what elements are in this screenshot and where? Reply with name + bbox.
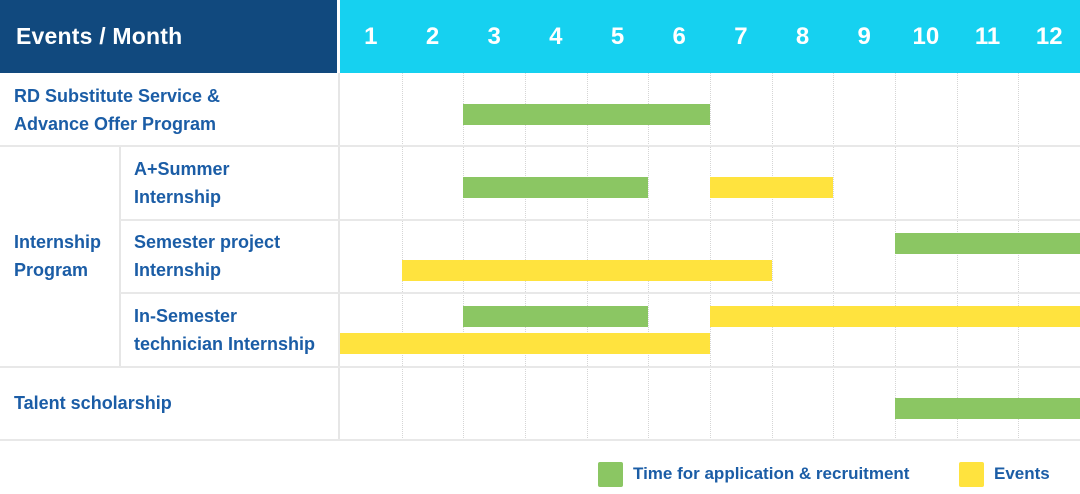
gantt-bar-application	[463, 104, 710, 125]
corner-header: Events / Month	[0, 0, 337, 73]
month-header-row: 1 2 3 4 5 6 7 8 9 10 11 12	[340, 0, 1080, 73]
row-label-line: Advance Offer Program	[14, 113, 217, 134]
gantt-bar-application	[895, 232, 1080, 254]
month-gridline	[463, 73, 465, 440]
month-label: 4	[549, 22, 563, 50]
month-label: 6	[672, 22, 686, 50]
row-divider	[0, 439, 1080, 441]
row-label-line: A+Summer	[134, 159, 230, 180]
legend-label-application-recruitment: Time for application & recruitment	[633, 464, 910, 483]
legend-swatch-application-recruitment	[598, 461, 623, 487]
month-label: 12	[1035, 22, 1063, 50]
legend-item-application: Time for application & recruitment	[598, 461, 909, 487]
row-label-line: Internship	[134, 260, 222, 281]
gantt-bar-application	[895, 397, 1080, 419]
row-divider	[0, 145, 1080, 148]
month-label: 2	[425, 22, 440, 50]
month-label: 5	[610, 22, 625, 50]
row-label-line: Internship	[134, 187, 222, 208]
corner-header-label: Events / Month	[16, 23, 183, 49]
month-gridline	[771, 73, 773, 440]
row-label: A+Summer Internship	[120, 146, 340, 219]
month-gridline	[956, 73, 958, 440]
row-divider	[120, 292, 1080, 295]
group-column-divider	[119, 146, 121, 367]
row-label: Semester project Internship	[120, 220, 340, 293]
month-gridline	[833, 73, 835, 440]
legend-label-events: Events	[994, 464, 1050, 483]
gantt-bar-events	[401, 259, 772, 281]
gantt-bar-application	[463, 177, 649, 199]
row-divider	[0, 365, 1080, 368]
month-label: 7	[734, 22, 748, 50]
legend-swatch-events	[959, 461, 984, 487]
month-gridline	[648, 73, 650, 440]
month-label: 1	[364, 22, 378, 50]
group-label-line: Program	[14, 260, 89, 281]
row-label: In-Semester technician Internship	[120, 293, 340, 366]
month-label: 8	[795, 22, 810, 50]
row-label-line: Talent scholarship	[14, 393, 172, 414]
row-label-line: RD Substitute Service &	[14, 85, 221, 106]
row-label-line: In-Semester	[134, 305, 238, 326]
row-label-line: technician Internship	[134, 333, 316, 354]
gantt-bar-events	[340, 333, 710, 355]
group-label: Internship Program	[0, 146, 120, 366]
month-label: 3	[487, 22, 501, 50]
month-gridline	[895, 73, 896, 440]
row-divider	[120, 218, 1080, 221]
label-column-divider	[338, 73, 340, 440]
month-gridline	[586, 73, 588, 440]
gantt-bar-events	[710, 306, 1080, 328]
month-gridline	[401, 73, 403, 440]
row-label: RD Substitute Service & Advance Offer Pro…	[0, 73, 340, 146]
legend-item-events: Events	[959, 461, 1050, 487]
month-gridline	[1018, 73, 1020, 440]
month-label: 10	[912, 22, 940, 50]
row-label: Talent scholarship	[0, 367, 340, 440]
row-label-line: Semester project	[134, 232, 281, 253]
gantt-bar-events	[710, 177, 834, 199]
gantt-bar-application	[463, 306, 649, 328]
month-gridline	[710, 73, 711, 440]
month-gridline	[525, 73, 526, 440]
month-label: 9	[857, 22, 871, 50]
group-label-line: Internship	[14, 232, 102, 253]
month-label: 11	[974, 22, 1001, 50]
